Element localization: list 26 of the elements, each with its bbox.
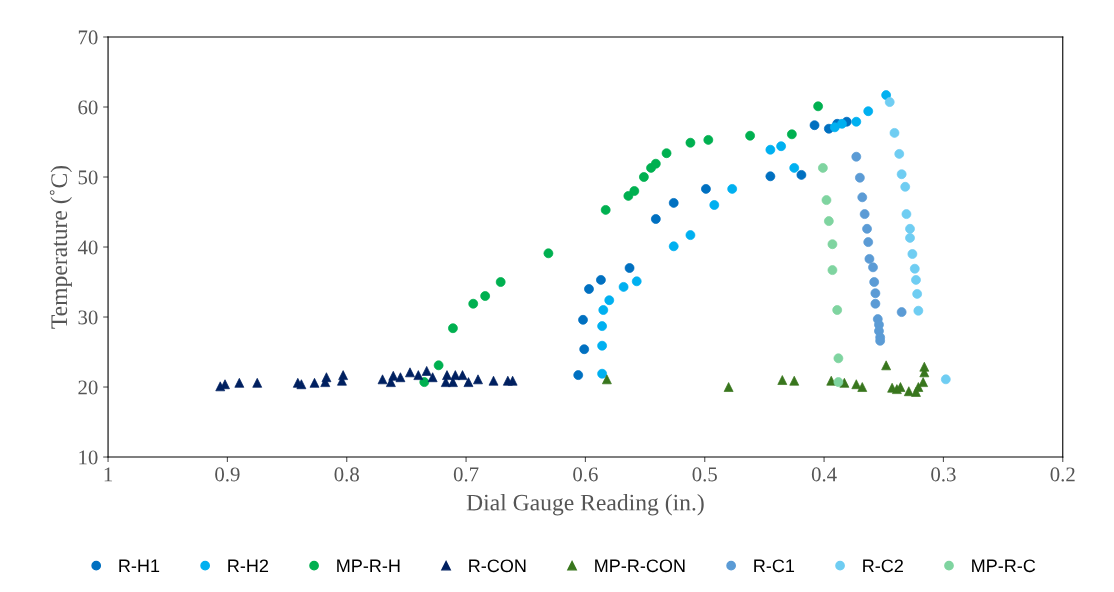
x-tick-label: 0.2	[1050, 467, 1075, 482]
legend-label: MP-R-CON	[595, 559, 685, 573]
y-tick-label: 30	[78, 310, 98, 325]
x-tick-label: 0.4	[811, 467, 837, 482]
y-tick-label: 10	[79, 450, 98, 465]
x-tick-label: 0.8	[334, 467, 359, 482]
legend-label: R-H1	[119, 559, 160, 572]
x-tick-label: 0.6	[573, 467, 598, 482]
y-axis-title: Temperature (˚C)	[49, 165, 72, 329]
y-tick-label: 50	[78, 170, 98, 185]
legend-label: MP-R-H	[337, 559, 400, 572]
y-tick-label: 40	[77, 240, 98, 255]
x-tick-label: 0.3	[931, 467, 956, 482]
x-tick-label: 1	[104, 467, 113, 482]
legend-label: R-H2	[228, 559, 269, 572]
y-tick-label: 70	[78, 30, 98, 45]
legend-label: R-C1	[754, 559, 795, 573]
legend-label: R-CON	[469, 559, 526, 573]
x-tick-label: 0.9	[215, 467, 240, 482]
legend-label: R-C2	[863, 559, 903, 573]
x-axis-title: Dial Gauge Reading (in.)	[466, 493, 704, 516]
x-tick-label: 0.7	[453, 467, 479, 482]
x-tick-label: 0.5	[692, 467, 717, 482]
y-tick-label: 20	[78, 380, 98, 395]
legend-label: MP-R-C	[972, 559, 1036, 573]
y-tick-label: 60	[78, 100, 98, 115]
